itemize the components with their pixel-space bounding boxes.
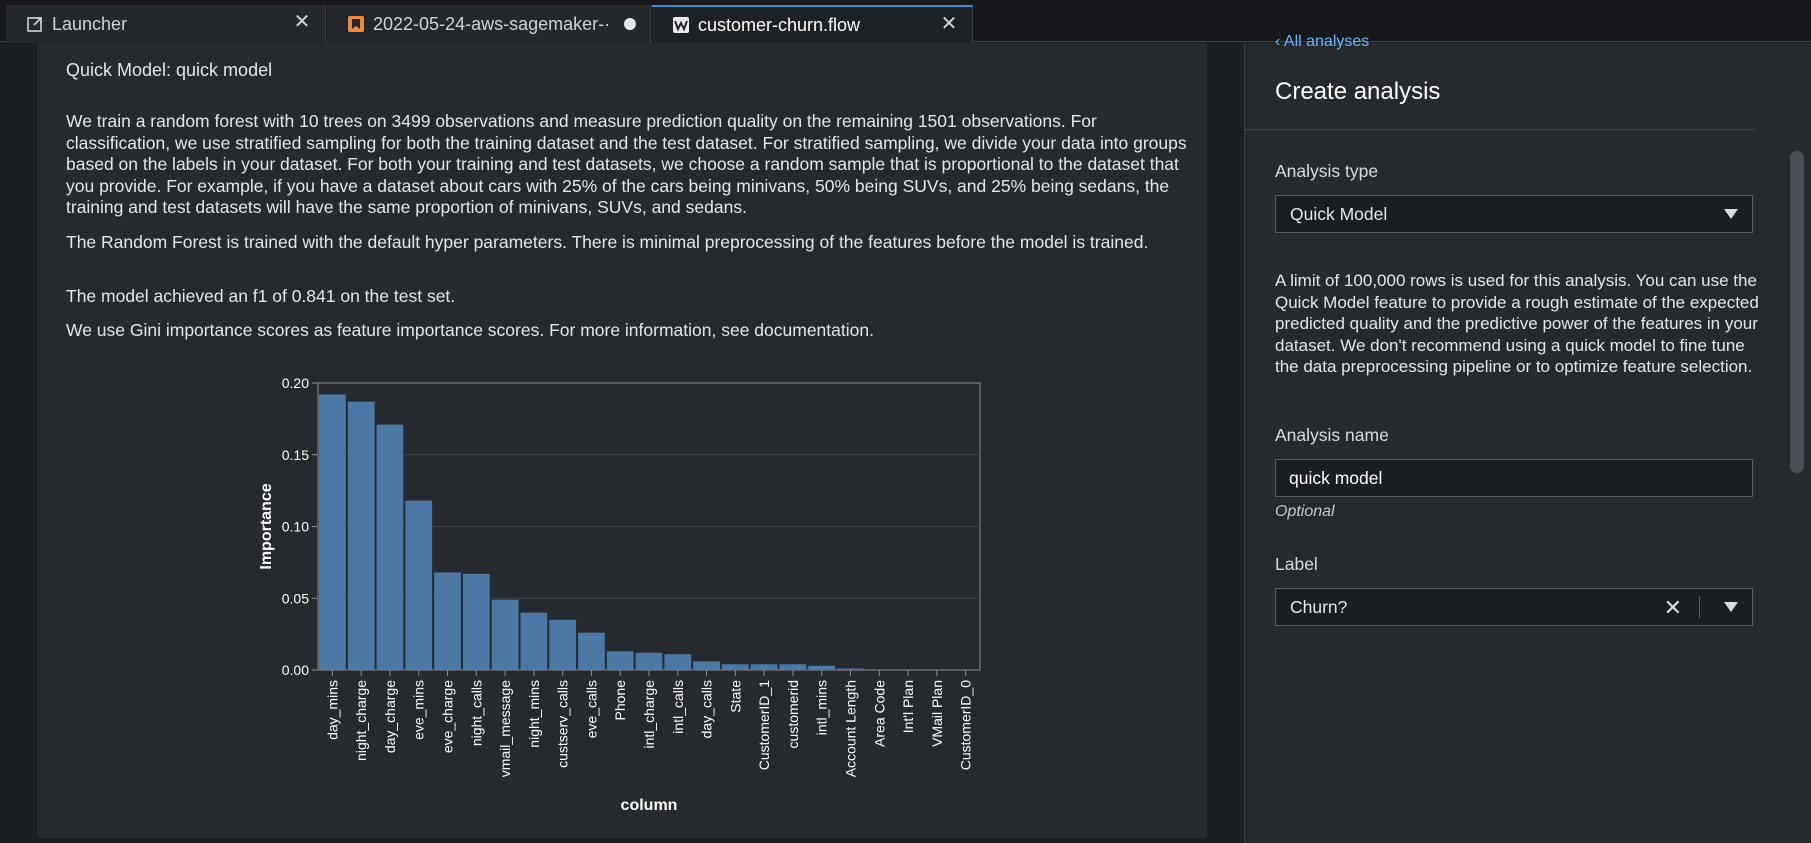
bar-customerid xyxy=(779,664,807,670)
x-tick-label: intl_mins xyxy=(814,680,830,735)
bar-day_mins xyxy=(319,394,346,670)
tab-notebook[interactable]: 2022-05-24-aws-sagemaker-· xyxy=(327,5,651,43)
y-tick-label: 0.20 xyxy=(282,375,309,391)
bar-custserv_calls xyxy=(549,619,577,670)
bar-night_calls xyxy=(462,573,490,670)
bar-eve_charge xyxy=(434,572,461,670)
bar-night_charge xyxy=(347,401,375,670)
clear-icon[interactable]: ✕ xyxy=(1663,595,1682,620)
x-tick-label: intl_calls xyxy=(670,680,686,734)
report-description: We train a random forest with 10 trees o… xyxy=(66,111,1187,217)
y-tick-label: 0.15 xyxy=(282,447,309,463)
x-tick-label: vmail_message xyxy=(497,680,513,777)
all-analyses-link-label: All analyses xyxy=(1283,33,1370,50)
y-tick-label: 0.10 xyxy=(282,519,309,535)
report-gini-note: We use Gini importance scores as feature… xyxy=(66,320,874,340)
separator xyxy=(1699,596,1700,618)
label-select[interactable]: Churn? ✕ xyxy=(1275,588,1753,626)
bar-eve_calls xyxy=(578,632,605,670)
tab-launcher[interactable]: Launcher ✕ xyxy=(6,5,326,43)
bar-night_mins xyxy=(520,612,548,670)
notebook-icon xyxy=(347,15,365,33)
caret-down-icon[interactable] xyxy=(1724,602,1738,612)
scrollbar-thumb[interactable] xyxy=(1790,151,1804,473)
bar-intl_calls xyxy=(664,654,692,670)
bar-vmail_message xyxy=(491,599,519,670)
label-value: Churn? xyxy=(1290,596,1348,617)
data-wrangler-icon xyxy=(672,16,690,34)
x-tick-label: Int'l Plan xyxy=(900,680,916,733)
x-tick-label: day_calls xyxy=(699,680,715,738)
external-link-icon xyxy=(26,15,44,33)
bar-State xyxy=(721,664,749,670)
create-analysis-panel: ‹ All analyses Create analysis Analysis … xyxy=(1244,33,1811,843)
close-icon[interactable]: ✕ xyxy=(293,11,311,33)
bar-day_charge xyxy=(376,424,404,670)
unsaved-dot-icon[interactable] xyxy=(624,18,636,30)
x-tick-label: day_mins xyxy=(324,680,340,740)
x-tick-label: night_charge xyxy=(353,680,369,761)
tab-label: Launcher xyxy=(52,13,128,34)
feature-importance-chart: 0.00 0.05 0.10 0.15 0.20 day_mins night_charge… xyxy=(258,375,981,814)
panel-title: Create analysis xyxy=(1275,78,1441,105)
bar-intl_mins xyxy=(808,665,836,670)
report-preprocessing-note: The Random Forest is trained with the de… xyxy=(66,232,1149,252)
y-axis-label: Importance xyxy=(258,483,275,569)
report-f1-score: The model achieved an f1 of 0.841 on the… xyxy=(66,286,456,306)
x-tick-label: CustomerID_0 xyxy=(958,680,974,770)
tab-label: customer-churn.flow xyxy=(698,14,861,35)
x-tick-label: eve_mins xyxy=(411,680,427,740)
bar-Phone xyxy=(606,651,634,670)
report-title: Quick Model: quick model xyxy=(66,60,273,80)
bar-intl_charge xyxy=(635,652,663,670)
x-tick-label: night_mins xyxy=(526,680,542,748)
chevron-left-icon: ‹ xyxy=(1275,33,1284,50)
analysis-type-select[interactable]: Quick Model xyxy=(1275,195,1753,233)
analysis-report-panel: Quick Model: quick model We train a rand… xyxy=(37,43,1207,838)
tab-customer-churn-flow[interactable]: customer-churn.flow ✕ xyxy=(652,5,973,43)
analysis-type-label: Analysis type xyxy=(1275,161,1379,181)
label-field-label: Label xyxy=(1275,554,1318,574)
caret-down-icon xyxy=(1724,209,1738,219)
tab-bar: Launcher ✕ 2022-05-24-aws-sagemaker-· cu… xyxy=(0,0,1811,43)
main-area: Quick Model: quick model We train a rand… xyxy=(0,33,1811,843)
bar-Account Length xyxy=(837,668,864,670)
x-tick-label: Phone xyxy=(612,680,628,721)
x-tick-label: eve_calls xyxy=(583,680,599,738)
x-tick-label: custserv_calls xyxy=(555,680,571,768)
close-icon[interactable]: ✕ xyxy=(940,13,958,35)
divider xyxy=(1245,129,1755,130)
bar-day_calls xyxy=(693,661,720,670)
optional-hint: Optional xyxy=(1275,503,1335,520)
bar-eve_mins xyxy=(405,500,433,670)
bar-CustomerID_1 xyxy=(750,664,778,670)
analysis-name-input[interactable] xyxy=(1275,459,1753,497)
x-axis-label: column xyxy=(621,797,678,814)
analysis-name-label: Analysis name xyxy=(1275,425,1389,445)
x-tick-label: night_calls xyxy=(468,680,484,746)
tab-label: 2022-05-24-aws-sagemaker-· xyxy=(373,13,611,34)
analysis-type-value: Quick Model xyxy=(1290,203,1388,224)
x-tick-label: State xyxy=(727,680,743,713)
all-analyses-link[interactable]: ‹ All analyses xyxy=(1275,33,1369,51)
x-tick-label: CustomerID_1 xyxy=(756,680,772,770)
x-tick-label: customerid xyxy=(785,680,801,748)
x-tick-label: eve_charge xyxy=(440,680,456,753)
x-tick-label: VMail Plan xyxy=(929,680,945,747)
x-tick-label: Area Code xyxy=(871,680,887,747)
x-tick-label: Account Length xyxy=(842,680,858,777)
x-tick-label: day_charge xyxy=(382,680,398,753)
y-tick-label: 0.00 xyxy=(282,662,309,678)
analysis-type-description: A limit of 100,000 rows is used for this… xyxy=(1275,271,1759,376)
y-tick-label: 0.05 xyxy=(282,590,309,606)
x-tick-label: intl_charge xyxy=(641,680,657,749)
